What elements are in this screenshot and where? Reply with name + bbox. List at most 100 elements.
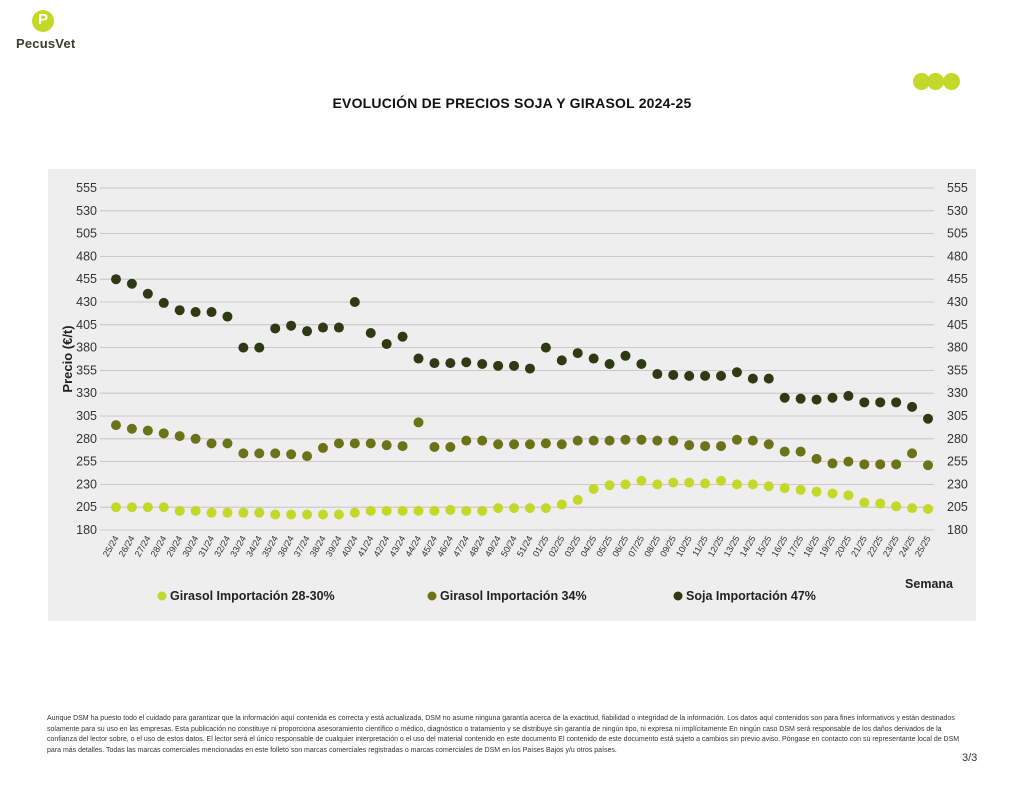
data-point-girasol_34 [174, 431, 185, 442]
data-point-girasol_28_30 [524, 503, 535, 514]
data-point-girasol_28_30 [827, 488, 838, 499]
data-point-soja_47 [349, 297, 360, 307]
data-point-girasol_34 [254, 448, 265, 459]
data-point-girasol_28_30 [190, 505, 201, 516]
data-point-soja_47 [923, 413, 933, 424]
data-point-girasol_28_30 [779, 483, 790, 494]
data-point-soja_47 [652, 369, 663, 380]
data-point-soja_47 [254, 342, 265, 353]
data-point-soja_47 [461, 357, 472, 368]
data-point-girasol_28_30 [604, 480, 615, 491]
data-point-soja_47 [222, 311, 233, 322]
y-tick-label-left: 430 [76, 295, 97, 309]
data-point-girasol_34 [333, 438, 344, 449]
data-point-soja_47 [111, 274, 121, 285]
legend-marker-girasol_34 [427, 591, 437, 601]
dot-icon [913, 73, 930, 90]
data-point-girasol_28_30 [716, 475, 727, 486]
data-point-girasol_34 [509, 439, 520, 450]
data-point-girasol_34 [493, 439, 504, 450]
brand-name: PecusVet [16, 36, 76, 51]
data-point-soja_47 [413, 353, 424, 364]
data-point-girasol_28_30 [907, 503, 918, 514]
data-point-girasol_34 [684, 440, 695, 451]
chart-title: EVOLUCIÓN DE PRECIOS SOJA Y GIRASOL 2024… [332, 95, 692, 111]
data-point-soja_47 [827, 392, 838, 403]
data-point-girasol_28_30 [317, 509, 328, 520]
data-point-girasol_28_30 [477, 505, 488, 516]
y-tick-label-right: 180 [947, 523, 968, 537]
data-point-girasol_28_30 [349, 507, 360, 518]
data-point-soja_47 [843, 390, 854, 401]
y-tick-label-right: 230 [947, 477, 968, 491]
data-point-soja_47 [811, 394, 822, 405]
y-tick-label-left: 355 [76, 363, 97, 377]
data-point-girasol_34 [206, 438, 217, 449]
data-point-girasol_28_30 [445, 504, 456, 515]
y-tick-label-left: 555 [76, 181, 97, 195]
data-point-girasol_28_30 [270, 509, 281, 520]
data-point-girasol_28_30 [286, 509, 297, 520]
data-point-girasol_34 [731, 434, 742, 445]
data-point-girasol_28_30 [923, 504, 933, 515]
dot-icon [927, 73, 944, 90]
data-point-soja_47 [493, 360, 504, 371]
data-point-girasol_34 [827, 458, 838, 469]
chart-panel [48, 169, 976, 621]
data-point-girasol_28_30 [365, 505, 376, 516]
legend-label: Soja Importación 47% [686, 589, 816, 603]
data-point-girasol_28_30 [843, 490, 854, 501]
data-point-girasol_34 [429, 442, 440, 453]
brand-mark-letter: P [37, 11, 48, 28]
data-point-girasol_34 [286, 449, 297, 460]
data-point-girasol_34 [445, 442, 456, 453]
data-point-girasol_34 [238, 448, 249, 459]
data-point-girasol_34 [365, 438, 376, 449]
data-point-soja_47 [190, 307, 201, 318]
data-point-girasol_34 [668, 435, 679, 446]
data-point-girasol_28_30 [174, 505, 185, 516]
data-point-girasol_34 [779, 446, 790, 457]
y-tick-label-left: 180 [76, 523, 97, 537]
data-point-girasol_28_30 [254, 507, 265, 518]
data-point-girasol_34 [859, 459, 870, 470]
data-point-girasol_28_30 [461, 505, 472, 516]
data-point-soja_47 [795, 393, 806, 404]
data-point-girasol_34 [843, 456, 854, 467]
data-point-girasol_34 [620, 434, 631, 445]
brand-logo: P PecusVet [16, 8, 86, 56]
data-point-girasol_34 [413, 417, 424, 428]
data-point-soja_47 [588, 353, 599, 364]
data-point-girasol_34 [158, 428, 169, 439]
data-point-girasol_34 [381, 440, 392, 451]
data-point-girasol_34 [302, 451, 313, 462]
data-point-soja_47 [126, 278, 137, 289]
data-point-girasol_34 [556, 439, 567, 450]
x-tick-label: 25/25 [913, 534, 933, 559]
data-point-soja_47 [477, 359, 488, 370]
data-point-soja_47 [381, 338, 392, 349]
data-point-girasol_34 [700, 441, 711, 452]
data-point-girasol_34 [907, 448, 918, 459]
data-point-girasol_28_30 [111, 502, 121, 513]
data-point-girasol_28_30 [795, 484, 806, 495]
data-point-girasol_34 [716, 441, 727, 452]
data-point-soja_47 [206, 307, 217, 318]
x-tick-label: 10/25 [674, 534, 694, 559]
data-point-soja_47 [875, 397, 886, 408]
data-point-girasol_34 [795, 446, 806, 457]
data-point-soja_47 [907, 401, 918, 412]
data-point-girasol_28_30 [397, 505, 408, 516]
data-point-soja_47 [731, 367, 742, 378]
y-tick-label-right: 380 [947, 341, 968, 355]
legend-marker-soja_47 [673, 591, 683, 601]
data-point-soja_47 [540, 342, 551, 353]
y-tick-label-right: 480 [947, 249, 968, 263]
data-point-girasol_34 [875, 459, 886, 470]
data-point-girasol_34 [763, 439, 774, 450]
y-tick-label-left: 305 [76, 409, 97, 423]
data-point-girasol_28_30 [540, 503, 551, 514]
data-point-girasol_28_30 [142, 502, 153, 513]
data-point-girasol_28_30 [811, 486, 822, 497]
data-point-soja_47 [333, 322, 344, 333]
